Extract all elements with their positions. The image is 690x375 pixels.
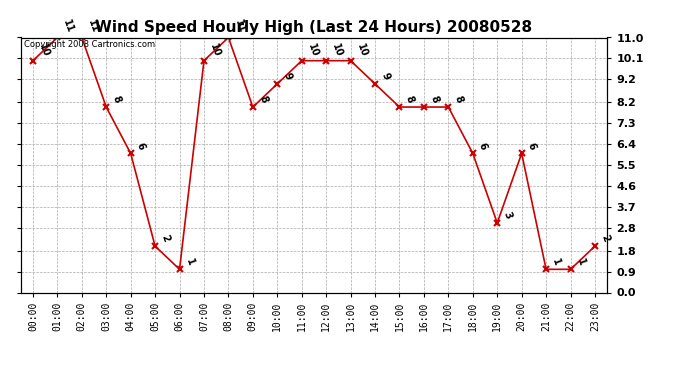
Text: 2: 2	[599, 234, 611, 243]
Text: 8: 8	[453, 94, 464, 104]
Text: 6: 6	[477, 141, 489, 151]
Text: 10: 10	[37, 42, 51, 58]
Text: 1: 1	[575, 257, 586, 267]
Text: 11: 11	[61, 19, 75, 35]
Text: 9: 9	[282, 71, 293, 81]
Text: 8: 8	[428, 94, 440, 104]
Text: 2: 2	[159, 234, 171, 243]
Text: 6: 6	[135, 141, 146, 151]
Text: 6: 6	[526, 141, 538, 151]
Text: 10: 10	[306, 42, 320, 58]
Text: Copyright 2008 Cartronics.com: Copyright 2008 Cartronics.com	[23, 40, 155, 49]
Text: 8: 8	[110, 94, 122, 104]
Text: 11: 11	[86, 19, 100, 35]
Text: 11: 11	[233, 19, 246, 35]
Text: 1: 1	[550, 257, 562, 267]
Text: 10: 10	[208, 42, 222, 58]
Text: 8: 8	[257, 94, 269, 104]
Text: 8: 8	[404, 94, 415, 104]
Title: Wind Speed Hourly High (Last 24 Hours) 20080528: Wind Speed Hourly High (Last 24 Hours) 2…	[95, 20, 533, 35]
Text: 10: 10	[331, 42, 344, 58]
Text: 10: 10	[355, 42, 368, 58]
Text: 9: 9	[380, 71, 391, 81]
Text: 1: 1	[184, 257, 195, 267]
Text: 3: 3	[502, 210, 513, 220]
